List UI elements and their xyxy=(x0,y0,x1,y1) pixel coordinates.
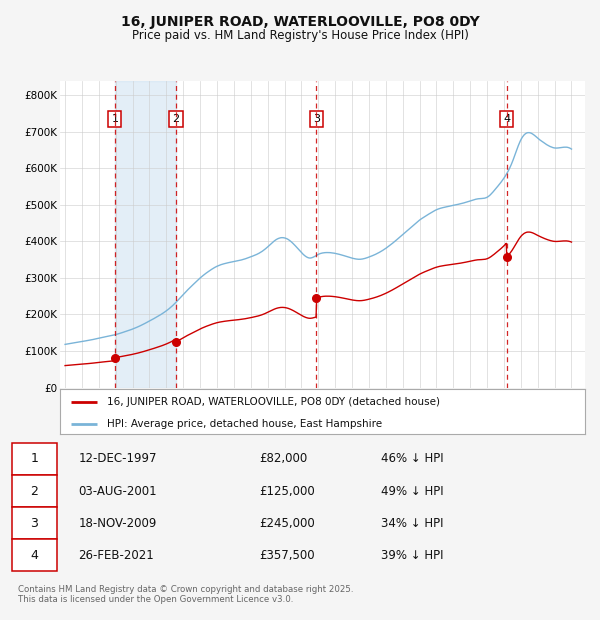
Text: £82,000: £82,000 xyxy=(260,453,308,466)
Text: 46% ↓ HPI: 46% ↓ HPI xyxy=(380,453,443,466)
Text: Price paid vs. HM Land Registry's House Price Index (HPI): Price paid vs. HM Land Registry's House … xyxy=(131,29,469,42)
Text: £357,500: £357,500 xyxy=(260,549,316,562)
Text: 39% ↓ HPI: 39% ↓ HPI xyxy=(380,549,443,562)
FancyBboxPatch shape xyxy=(12,539,57,571)
Text: 4: 4 xyxy=(503,114,510,124)
Text: 3: 3 xyxy=(31,516,38,529)
Text: 3: 3 xyxy=(313,114,320,124)
Text: 49% ↓ HPI: 49% ↓ HPI xyxy=(380,484,443,497)
FancyBboxPatch shape xyxy=(12,507,57,539)
Text: 03-AUG-2001: 03-AUG-2001 xyxy=(78,484,157,497)
Text: Contains HM Land Registry data © Crown copyright and database right 2025.
This d: Contains HM Land Registry data © Crown c… xyxy=(18,585,353,604)
Text: HPI: Average price, detached house, East Hampshire: HPI: Average price, detached house, East… xyxy=(107,419,382,429)
Text: £245,000: £245,000 xyxy=(260,516,316,529)
Text: 34% ↓ HPI: 34% ↓ HPI xyxy=(380,516,443,529)
Text: 2: 2 xyxy=(31,484,38,497)
FancyBboxPatch shape xyxy=(12,443,57,475)
Text: 16, JUNIPER ROAD, WATERLOOVILLE, PO8 0DY (detached house): 16, JUNIPER ROAD, WATERLOOVILLE, PO8 0DY… xyxy=(107,397,440,407)
Text: 16, JUNIPER ROAD, WATERLOOVILLE, PO8 0DY: 16, JUNIPER ROAD, WATERLOOVILLE, PO8 0DY xyxy=(121,15,479,29)
Bar xyxy=(115,81,176,388)
Text: 26-FEB-2021: 26-FEB-2021 xyxy=(78,549,154,562)
Text: 18-NOV-2009: 18-NOV-2009 xyxy=(78,516,157,529)
Text: 1: 1 xyxy=(112,114,118,124)
Text: 1: 1 xyxy=(31,453,38,466)
FancyBboxPatch shape xyxy=(12,475,57,507)
Text: £125,000: £125,000 xyxy=(260,484,316,497)
Text: 4: 4 xyxy=(31,549,38,562)
Text: 2: 2 xyxy=(173,114,180,124)
Text: 12-DEC-1997: 12-DEC-1997 xyxy=(78,453,157,466)
